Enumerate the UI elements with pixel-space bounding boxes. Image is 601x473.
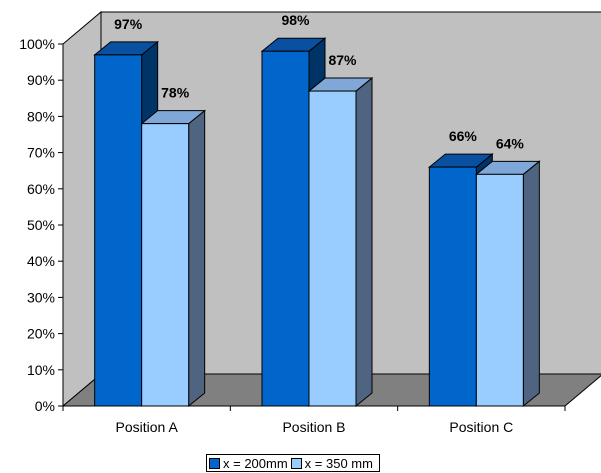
bar-2-2	[307, 77, 374, 408]
y-tick-label: 70%	[27, 145, 55, 161]
bar-2-1	[140, 109, 207, 408]
legend-swatch-series-2	[290, 457, 302, 469]
y-tick-label: 0%	[35, 398, 55, 414]
legend-item-series-2: x = 350 mm	[290, 455, 373, 471]
legend-swatch-series-1	[209, 457, 220, 469]
data-label: 64%	[496, 135, 525, 151]
x-tick-label: Position A	[116, 419, 179, 435]
legend-item-series-1: x = 200mm	[209, 456, 288, 471]
bar-2-3	[474, 160, 541, 408]
legend-label-series-2: x = 350 mm	[304, 455, 373, 471]
x-tick-label: Position B	[282, 419, 345, 435]
y-tick-label: 60%	[27, 181, 55, 197]
legend-label-series-1: x = 200mm	[223, 455, 288, 471]
y-tick-label: 100%	[19, 36, 55, 52]
y-tick-label: 30%	[27, 289, 55, 305]
x-tick-label: Position C	[449, 419, 513, 435]
y-tick-label: 90%	[27, 72, 55, 88]
y-tick-label: 80%	[27, 108, 55, 124]
chart-labels: 0% 10% 20% 30% 40% 50% 60% 70% 80% 90% 100% Positio…	[19, 12, 524, 435]
y-tick-label: 40%	[27, 253, 55, 269]
chart-bars	[93, 37, 541, 408]
data-label: 78%	[161, 85, 190, 101]
y-tick-label: 10%	[27, 362, 55, 378]
y-tick-label: 20%	[27, 326, 55, 342]
y-tick-label: 50%	[27, 217, 55, 233]
chart-legend: x = 200mm x = 350 mm	[206, 454, 380, 472]
data-label: 97%	[114, 16, 143, 32]
data-label: 66%	[449, 128, 478, 144]
data-label: 87%	[328, 52, 357, 68]
data-label: 98%	[281, 12, 310, 28]
